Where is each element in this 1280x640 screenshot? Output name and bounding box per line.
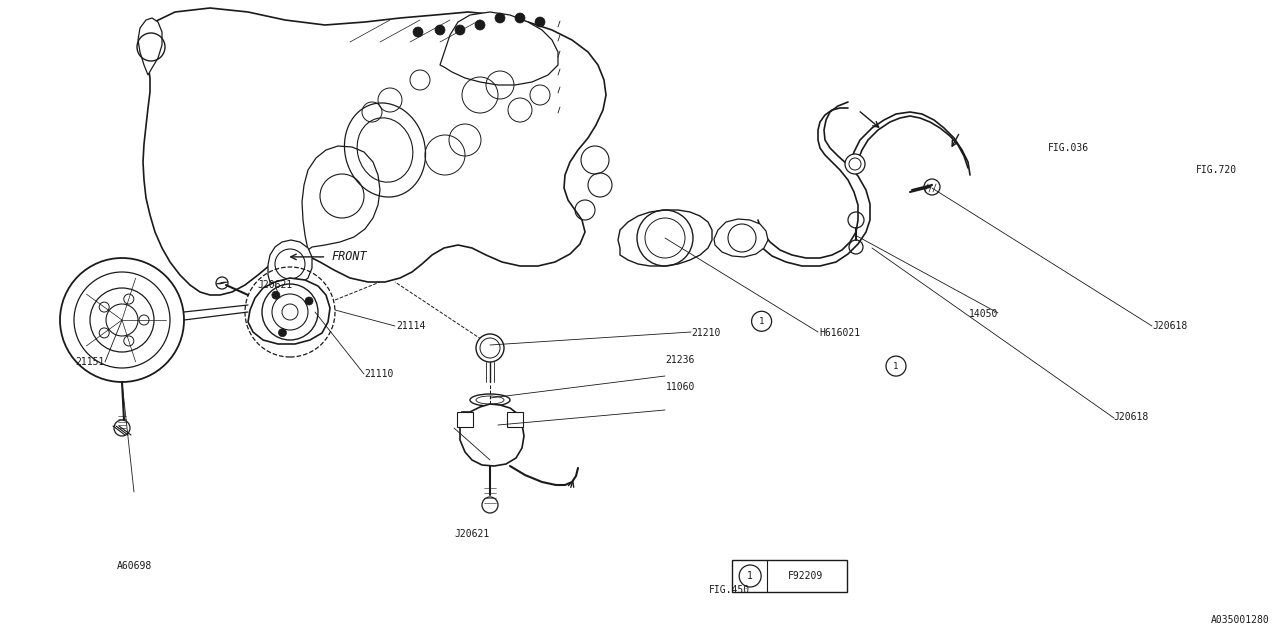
- Circle shape: [271, 291, 280, 299]
- Text: 1: 1: [759, 317, 764, 326]
- Text: 21110: 21110: [365, 369, 394, 380]
- Text: FIG.450: FIG.450: [709, 585, 750, 595]
- Polygon shape: [714, 219, 768, 257]
- Polygon shape: [460, 404, 524, 466]
- Text: 14050: 14050: [969, 308, 998, 319]
- Polygon shape: [440, 12, 558, 85]
- Text: 1: 1: [893, 362, 899, 371]
- Text: F92209: F92209: [787, 571, 823, 581]
- Circle shape: [515, 13, 525, 23]
- Polygon shape: [507, 412, 524, 427]
- Text: FIG.720: FIG.720: [1196, 164, 1236, 175]
- Text: FIG.036: FIG.036: [1048, 143, 1089, 154]
- Circle shape: [305, 297, 314, 305]
- Circle shape: [476, 334, 504, 362]
- Circle shape: [454, 25, 465, 35]
- Circle shape: [475, 20, 485, 30]
- Polygon shape: [457, 412, 474, 427]
- Circle shape: [886, 356, 906, 376]
- Polygon shape: [143, 8, 605, 295]
- Text: FRONT: FRONT: [332, 250, 367, 264]
- Circle shape: [751, 311, 772, 332]
- Circle shape: [535, 17, 545, 27]
- Polygon shape: [248, 278, 330, 344]
- Polygon shape: [268, 240, 312, 287]
- Polygon shape: [138, 18, 163, 75]
- Text: J20621: J20621: [257, 280, 293, 290]
- Text: H616021: H616021: [819, 328, 860, 338]
- Text: 11060: 11060: [666, 382, 695, 392]
- Circle shape: [279, 329, 287, 337]
- Text: 21236: 21236: [666, 355, 695, 365]
- Polygon shape: [618, 210, 712, 266]
- Text: 21210: 21210: [691, 328, 721, 338]
- Text: J20618: J20618: [1114, 412, 1149, 422]
- Circle shape: [495, 13, 506, 23]
- Text: 21114: 21114: [397, 321, 426, 332]
- Text: A60698: A60698: [116, 561, 152, 572]
- Text: A035001280: A035001280: [1211, 615, 1270, 625]
- Text: J20618: J20618: [1152, 321, 1188, 332]
- Circle shape: [413, 27, 422, 37]
- Text: 21151: 21151: [76, 356, 105, 367]
- Text: 1: 1: [748, 571, 753, 581]
- Polygon shape: [302, 146, 380, 250]
- Circle shape: [435, 25, 445, 35]
- Circle shape: [845, 154, 865, 174]
- Text: J20621: J20621: [454, 529, 490, 540]
- Bar: [732, 560, 847, 592]
